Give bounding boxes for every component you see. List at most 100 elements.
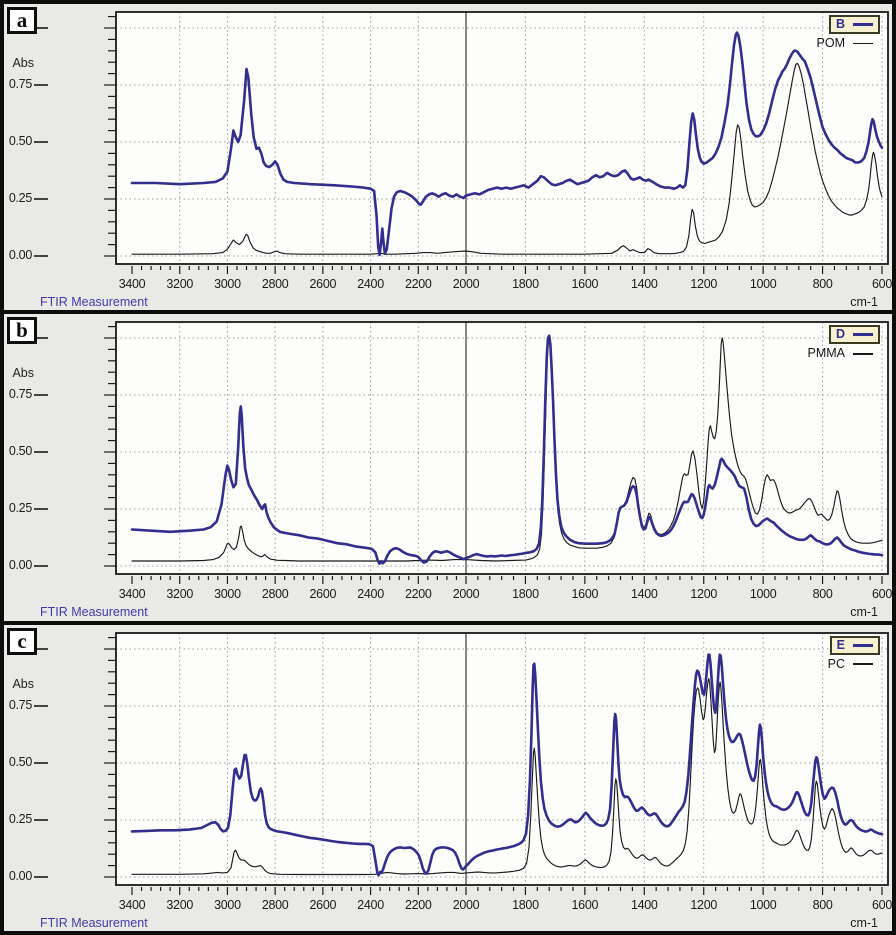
x-tick-label: 600 <box>872 277 892 291</box>
y-tick-label: 0.50 <box>8 754 32 769</box>
legend-line-icon <box>853 42 873 45</box>
legend-label-reference: PMMA <box>807 346 846 361</box>
ftir-panel-b: 1.000.750.500.250.00 3400320030002800260… <box>4 314 892 621</box>
x-tick-label: 600 <box>872 587 892 602</box>
x-tick-label: 3000 <box>214 897 241 912</box>
x-tick-label: 3400 <box>118 587 146 602</box>
legend: B POM <box>817 15 880 50</box>
spectra-plot-b <box>34 321 889 585</box>
y-tick-label: 0.25 <box>8 191 32 205</box>
x-axis-unit: cm-1 <box>850 915 878 930</box>
status-text: FTIR Measurement <box>40 605 148 620</box>
x-tick-label: 1400 <box>630 587 658 602</box>
x-tick-label: 2400 <box>357 897 384 912</box>
x-tick-label: 3200 <box>166 587 193 602</box>
x-tick-label: 1000 <box>749 897 777 912</box>
legend: D PMMA <box>808 325 881 360</box>
ftir-panel-c: 1.000.750.500.250.00 3400320030002800260… <box>4 624 892 931</box>
status-text: FTIR Measurement <box>40 295 148 309</box>
x-tick-label: 1400 <box>630 277 658 291</box>
trace-pmma <box>131 337 883 562</box>
legend-line-icon <box>853 643 873 647</box>
x-tick-label: 1200 <box>690 277 717 291</box>
legend: E PC <box>828 635 880 671</box>
legend-label-sample: D <box>835 327 845 342</box>
y-tick-label: 0.00 <box>8 558 32 573</box>
x-tick-label: 2800 <box>261 587 289 602</box>
y-axis-title: Abs <box>12 366 34 381</box>
legend-label-sample: B <box>835 17 845 31</box>
trace-b <box>130 31 884 257</box>
x-tick-label: 3400 <box>118 277 146 291</box>
x-tick-label: 3200 <box>166 277 193 291</box>
x-axis-unit: cm-1 <box>850 605 878 620</box>
x-tick-label: 2600 <box>309 587 337 602</box>
spectra-plot-c <box>34 631 889 895</box>
legend-label-sample: E <box>836 637 845 652</box>
y-tick-label: 0.25 <box>8 811 32 826</box>
x-tick-label: 2000 <box>452 277 480 291</box>
trace-d <box>130 334 884 566</box>
x-tick-label: 600 <box>872 897 892 912</box>
legend-entry-sample: D <box>828 325 880 345</box>
x-tick-label: 2800 <box>261 897 289 912</box>
x-tick-label: 2600 <box>309 897 337 912</box>
legend-entry-sample: E <box>829 635 880 655</box>
trace-pc <box>131 677 883 875</box>
legend-entry-sample: B <box>828 15 880 34</box>
x-tick-label: 1600 <box>571 587 599 602</box>
x-tick-label: 3000 <box>214 277 241 291</box>
y-tick-label: 0.00 <box>8 868 32 883</box>
y-tick-label: 0.50 <box>8 444 32 459</box>
y-tick-label: 0.75 <box>8 697 32 712</box>
legend-entry-reference: PMMA <box>808 345 881 360</box>
panel-label-box: c <box>7 627 37 655</box>
legend-entry-reference: PC <box>828 656 880 671</box>
x-tick-label: 2800 <box>261 277 289 291</box>
panel-letter: c <box>17 628 27 653</box>
x-tick-label: 3400 <box>118 897 146 912</box>
x-tick-label: 800 <box>812 897 833 912</box>
legend-label-reference: PC <box>827 656 845 671</box>
y-tick-label: 0.75 <box>8 387 32 402</box>
x-tick-label: 2400 <box>357 587 384 602</box>
x-axis-unit: cm-1 <box>850 295 878 309</box>
x-tick-label: 2000 <box>452 587 480 602</box>
panel-label-box: a <box>7 7 37 34</box>
y-tick-label: 0.75 <box>8 77 32 91</box>
legend-label-reference: POM <box>816 36 845 50</box>
panel-letter: b <box>16 318 28 343</box>
x-tick-label: 3200 <box>166 897 193 912</box>
y-tick-label: 0.50 <box>8 134 32 148</box>
legend-line-icon <box>853 663 873 665</box>
y-tick-label: 0.00 <box>8 248 32 262</box>
y-tick-label: 0.25 <box>8 501 32 516</box>
trace-pom <box>131 62 883 255</box>
legend-line-icon <box>853 333 873 337</box>
ftir-panel-a: 1.000.750.500.250.00 3400320030002800260… <box>4 4 892 311</box>
legend-line-icon <box>853 353 873 355</box>
x-tick-label: 1800 <box>512 277 539 291</box>
status-text: FTIR Measurement <box>40 915 148 930</box>
x-tick-label: 2400 <box>357 277 384 291</box>
x-tick-label: 2200 <box>404 277 432 291</box>
x-tick-label: 1400 <box>630 897 658 912</box>
x-tick-label: 1200 <box>690 587 717 602</box>
x-tick-label: 1600 <box>571 897 599 912</box>
x-tick-label: 800 <box>812 587 833 602</box>
x-tick-label: 2200 <box>404 897 432 912</box>
x-tick-label: 2000 <box>452 897 480 912</box>
legend-line-icon <box>853 23 873 26</box>
x-tick-label: 800 <box>812 277 833 291</box>
x-tick-label: 1600 <box>571 277 599 291</box>
trace-e <box>130 653 884 877</box>
y-axis-title: Abs <box>12 676 34 691</box>
spectra-plot-a <box>34 11 889 274</box>
x-tick-label: 3000 <box>214 587 241 602</box>
y-axis-title: Abs <box>12 56 34 70</box>
x-tick-label: 1000 <box>749 277 777 291</box>
panel-letter: a <box>16 8 28 32</box>
x-tick-label: 1800 <box>512 587 539 602</box>
x-tick-label: 1800 <box>512 897 539 912</box>
